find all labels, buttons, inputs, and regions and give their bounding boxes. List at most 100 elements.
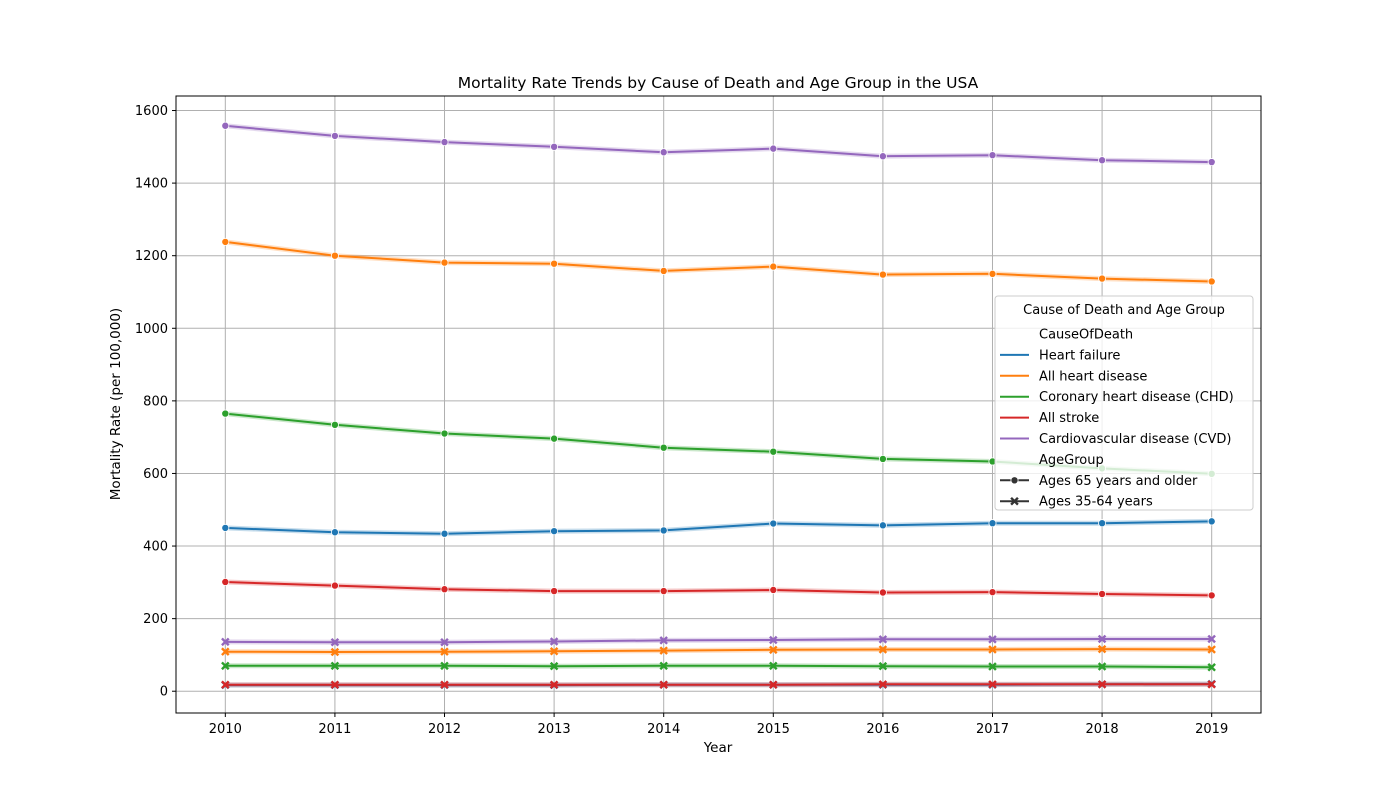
data-point xyxy=(878,454,887,463)
data-point xyxy=(878,661,888,671)
data-point xyxy=(769,447,778,456)
series-line xyxy=(225,124,1212,164)
data-point xyxy=(659,443,668,452)
data-point xyxy=(330,637,340,647)
legend-entry-label: Cardiovascular disease (CVD) xyxy=(1039,432,1231,447)
data-point xyxy=(549,680,559,689)
data-point xyxy=(330,251,339,260)
data-point xyxy=(1207,645,1216,654)
data-point xyxy=(769,519,778,528)
series-all-stroke-35-64 xyxy=(221,680,1216,689)
data-point xyxy=(769,585,778,594)
legend-marker xyxy=(1010,476,1019,485)
x-axis-label: Year xyxy=(703,740,733,756)
series-line xyxy=(225,664,1212,669)
data-point xyxy=(550,259,559,268)
data-point xyxy=(440,585,449,594)
data-point xyxy=(988,680,997,689)
data-point xyxy=(878,635,888,644)
data-point xyxy=(221,661,230,671)
data-point xyxy=(769,645,778,655)
data-point xyxy=(440,647,449,656)
data-point xyxy=(1097,634,1107,644)
data-point xyxy=(1098,274,1107,283)
data-point xyxy=(1207,634,1216,644)
data-point xyxy=(440,637,449,647)
legend-entry-label: Coronary heart disease (CHD) xyxy=(1039,390,1234,405)
data-point xyxy=(1207,158,1216,167)
x-tick-label: 2019 xyxy=(1195,722,1228,737)
series-heart-failure-65plus xyxy=(221,517,1216,538)
series-coronary-heart-disease-chd--35-64 xyxy=(221,661,1216,672)
data-point xyxy=(878,521,887,530)
x-tick-label: 2010 xyxy=(209,722,242,737)
data-point xyxy=(330,420,339,429)
data-point xyxy=(440,529,449,538)
data-point xyxy=(659,266,668,275)
legend-entry-label: Ages 35-64 years xyxy=(1039,495,1153,510)
axis-ticks: 2010 2011 2012 2013 2014 2015 2016 2017 2018 2019… xyxy=(135,104,1228,737)
data-point xyxy=(1097,662,1107,671)
data-point xyxy=(221,237,230,246)
y-tick-label: 1000 xyxy=(135,322,168,337)
series-all-stroke-65plus xyxy=(221,577,1216,600)
legend-entry-label: All heart disease xyxy=(1039,369,1147,384)
data-point xyxy=(440,680,449,689)
legend-box xyxy=(994,295,1254,511)
plot-frame xyxy=(175,95,1262,714)
data-point xyxy=(878,270,887,279)
data-point xyxy=(549,661,559,671)
data-point xyxy=(221,680,230,689)
series-line xyxy=(225,638,1212,644)
data-point xyxy=(221,577,230,586)
data-point xyxy=(659,636,668,645)
data-point xyxy=(330,131,339,140)
y-tick-label: 400 xyxy=(143,540,168,555)
data-point xyxy=(1098,589,1107,598)
data-point xyxy=(659,661,668,671)
data-point xyxy=(659,148,668,157)
data-point xyxy=(1097,644,1107,654)
x-tick-label: 2014 xyxy=(647,722,680,737)
data-point xyxy=(1098,156,1107,165)
series-line xyxy=(225,648,1212,653)
data-point xyxy=(440,138,449,147)
data-point xyxy=(988,662,997,671)
data-point xyxy=(221,121,230,130)
data-point xyxy=(1207,277,1216,286)
data-point xyxy=(659,526,668,535)
data-point xyxy=(440,661,449,671)
legend-marker xyxy=(1010,496,1019,506)
data-point xyxy=(221,637,230,647)
y-tick-label: 1400 xyxy=(135,177,168,192)
x-tick-label: 2017 xyxy=(976,722,1009,737)
x-tick-label: 2011 xyxy=(318,722,351,737)
data-point xyxy=(1207,517,1216,526)
y-tick-label: 1200 xyxy=(135,249,168,264)
x-tick-label: 2013 xyxy=(538,722,571,737)
data-point xyxy=(769,144,778,153)
data-point xyxy=(769,680,778,689)
data-point xyxy=(330,647,340,657)
x-tick-label: 2018 xyxy=(1086,722,1119,737)
series-line xyxy=(225,520,1212,535)
legend-entry-label: Ages 65 years and older xyxy=(1039,474,1198,489)
legend-entry-label: All stroke xyxy=(1039,411,1099,426)
data-point xyxy=(221,523,230,532)
data-point xyxy=(659,680,668,689)
x-tick-label: 2015 xyxy=(757,722,790,737)
chart-title: Mortality Rate Trends by Cause of Death … xyxy=(458,74,979,92)
series-line xyxy=(225,240,1212,283)
data-point xyxy=(988,588,997,597)
data-point xyxy=(221,409,230,418)
data-point xyxy=(330,528,339,537)
data-point xyxy=(330,661,340,671)
series-all-heart-disease-65plus xyxy=(221,237,1216,286)
series-layer xyxy=(221,121,1216,690)
series-line xyxy=(225,581,1212,597)
series-cardiovascular-disease-cvd--35-64 xyxy=(221,634,1216,647)
data-point xyxy=(988,269,997,278)
data-point xyxy=(330,581,339,590)
y-tick-label: 800 xyxy=(143,394,168,409)
